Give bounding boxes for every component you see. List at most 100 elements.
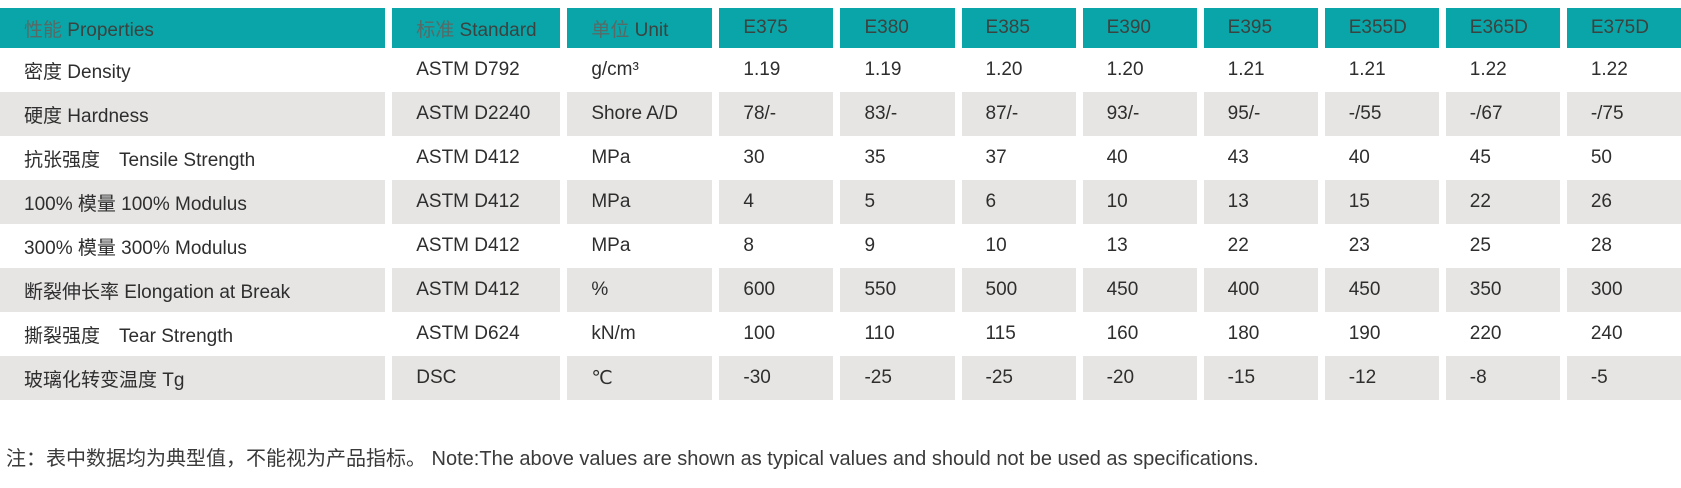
- table-row: 玻璃化转变温度 Tg DSC ℃ -30 -25 -25 -20 -15 -12 -8 -5: [0, 356, 1681, 400]
- value-cell: 4: [712, 180, 834, 224]
- value-cell: 1.22: [1438, 48, 1560, 92]
- spec-table: 性能 Properties 标准 Standard 单位 Unit E375 E3…: [0, 8, 1681, 400]
- table-row: 撕裂强度 Tear Strength ASTM D624 kN/m 100 110 115…: [0, 312, 1681, 356]
- value-cell: 8: [712, 224, 834, 268]
- value-cell: 400: [1196, 268, 1318, 312]
- unit-label-cn: 单位: [591, 19, 630, 41]
- value-cell: 600: [712, 268, 834, 312]
- value-cell: 500: [954, 268, 1076, 312]
- value-cell: 83/-: [833, 92, 955, 136]
- table-header-row: 性能 Properties 标准 Standard 单位 Unit E375 E3…: [0, 8, 1681, 48]
- unit-cell: ℃: [560, 356, 713, 400]
- standard-cell: ASTM D624: [385, 312, 561, 356]
- table-row: 密度 Density ASTM D792 g/cm³ 1.19 1.19 1.20 1.20…: [0, 48, 1681, 92]
- value-cell: 10: [1075, 180, 1197, 224]
- unit-cell: %: [560, 268, 713, 312]
- properties-label-cn: 性能: [24, 19, 63, 41]
- column-header-grade: E385: [954, 8, 1076, 48]
- value-cell: 15: [1317, 180, 1439, 224]
- standard-label-cn: 标准: [416, 19, 455, 41]
- value-cell: -20: [1075, 356, 1197, 400]
- standard-cell: ASTM D792: [385, 48, 561, 92]
- value-cell: 40: [1317, 136, 1439, 180]
- value-cell: 190: [1317, 312, 1439, 356]
- property-cell: 玻璃化转变温度 Tg: [0, 356, 386, 400]
- value-cell: 22: [1196, 224, 1318, 268]
- standard-cell: ASTM D2240: [385, 92, 561, 136]
- column-header-properties: 性能 Properties: [0, 8, 386, 48]
- value-cell: 43: [1196, 136, 1318, 180]
- value-cell: 87/-: [954, 92, 1076, 136]
- value-cell: 1.21: [1317, 48, 1439, 92]
- value-cell: -25: [833, 356, 955, 400]
- property-cell: 硬度 Hardness: [0, 92, 386, 136]
- unit-cell: g/cm³: [560, 48, 713, 92]
- column-header-grade: E355D: [1317, 8, 1439, 48]
- table-row: 100% 模量 100% Modulus ASTM D412 MPa 4 5 6 10 13 1…: [0, 180, 1681, 224]
- column-header-grade: E395: [1196, 8, 1318, 48]
- unit-cell: MPa: [560, 136, 713, 180]
- unit-cell: Shore A/D: [560, 92, 713, 136]
- value-cell: 95/-: [1196, 92, 1318, 136]
- column-header-grade: E380: [833, 8, 955, 48]
- value-cell: 26: [1559, 180, 1681, 224]
- value-cell: 78/-: [712, 92, 834, 136]
- standard-label-en: Standard: [459, 19, 537, 41]
- value-cell: 115: [954, 312, 1076, 356]
- value-cell: -15: [1196, 356, 1318, 400]
- value-cell: 160: [1075, 312, 1197, 356]
- properties-label-en: Properties: [67, 19, 154, 41]
- column-header-standard: 标准 Standard: [385, 8, 561, 48]
- value-cell: -/67: [1438, 92, 1560, 136]
- value-cell: 5: [833, 180, 955, 224]
- value-cell: -8: [1438, 356, 1560, 400]
- value-cell: -12: [1317, 356, 1439, 400]
- value-cell: 35: [833, 136, 955, 180]
- value-cell: -5: [1559, 356, 1681, 400]
- footnote: 注：表中数据均为典型值，不能视为产品指标。 Note:The above val…: [6, 448, 1259, 470]
- value-cell: 22: [1438, 180, 1560, 224]
- table-row: 300% 模量 300% Modulus ASTM D412 MPa 8 9 10 13 22…: [0, 224, 1681, 268]
- value-cell: 25: [1438, 224, 1560, 268]
- value-cell: 93/-: [1075, 92, 1197, 136]
- value-cell: 220: [1438, 312, 1560, 356]
- value-cell: 37: [954, 136, 1076, 180]
- value-cell: 450: [1317, 268, 1439, 312]
- value-cell: 13: [1196, 180, 1318, 224]
- value-cell: 350: [1438, 268, 1560, 312]
- value-cell: -25: [954, 356, 1076, 400]
- value-cell: 28: [1559, 224, 1681, 268]
- standard-cell: ASTM D412: [385, 268, 561, 312]
- column-header-grade: E375: [712, 8, 834, 48]
- value-cell: 1.19: [712, 48, 834, 92]
- value-cell: 50: [1559, 136, 1681, 180]
- property-cell: 100% 模量 100% Modulus: [0, 180, 386, 224]
- table-row: 断裂伸长率 Elongation at Break ASTM D412% 600 55…: [0, 268, 1681, 312]
- standard-cell: ASTM D412: [385, 224, 561, 268]
- unit-cell: MPa: [560, 180, 713, 224]
- unit-label-en: Unit: [634, 19, 669, 41]
- value-cell: 6: [954, 180, 1076, 224]
- value-cell: 240: [1559, 312, 1681, 356]
- value-cell: 180: [1196, 312, 1318, 356]
- column-header-unit: 单位 Unit: [560, 8, 713, 48]
- standard-cell: ASTM D412: [385, 180, 561, 224]
- value-cell: 1.19: [833, 48, 955, 92]
- table-row: 抗张强度 Tensile Strength ASTM D412 MPa 30 35 37 4…: [0, 136, 1681, 180]
- value-cell: -/75: [1559, 92, 1681, 136]
- standard-cell: DSC: [385, 356, 561, 400]
- value-cell: 10: [954, 224, 1076, 268]
- datasheet-page: 性能 Properties 标准 Standard 单位 Unit E375 E3…: [0, 8, 1681, 470]
- value-cell: 1.21: [1196, 48, 1318, 92]
- unit-cell: MPa: [560, 224, 713, 268]
- column-header-grade: E375D: [1559, 8, 1681, 48]
- value-cell: 9: [833, 224, 955, 268]
- unit-cell: kN/m: [560, 312, 713, 356]
- value-cell: -/55: [1317, 92, 1439, 136]
- property-cell: 撕裂强度 Tear Strength: [0, 312, 386, 356]
- value-cell: 1.20: [954, 48, 1076, 92]
- property-cell: 密度 Density: [0, 48, 386, 92]
- value-cell: 30: [712, 136, 834, 180]
- value-cell: -30: [712, 356, 834, 400]
- standard-cell: ASTM D412: [385, 136, 561, 180]
